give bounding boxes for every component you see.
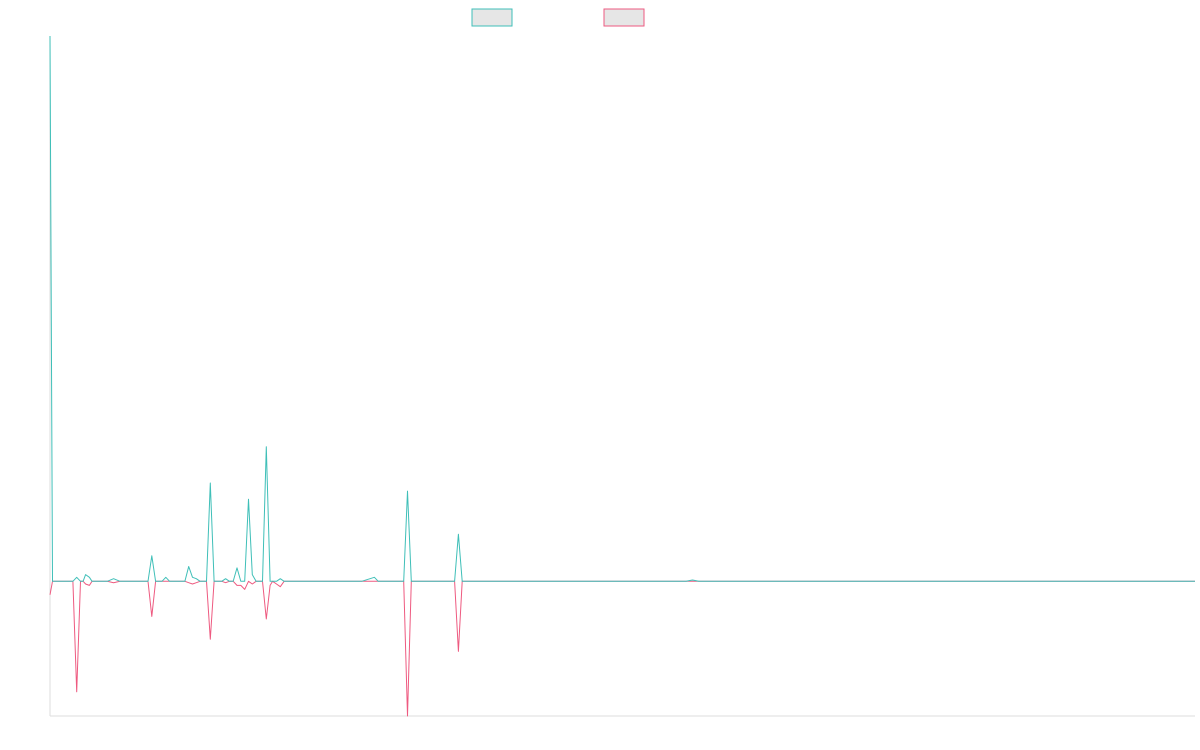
legend-swatch-series-a[interactable] bbox=[471, 8, 513, 27]
legend bbox=[471, 8, 645, 27]
series-line-b[interactable] bbox=[49, 580, 1195, 717]
series-line-a[interactable] bbox=[49, 35, 1195, 582]
legend-swatch-series-b[interactable] bbox=[603, 8, 645, 27]
axes bbox=[49, 36, 1195, 717]
plot-area bbox=[49, 35, 1195, 717]
